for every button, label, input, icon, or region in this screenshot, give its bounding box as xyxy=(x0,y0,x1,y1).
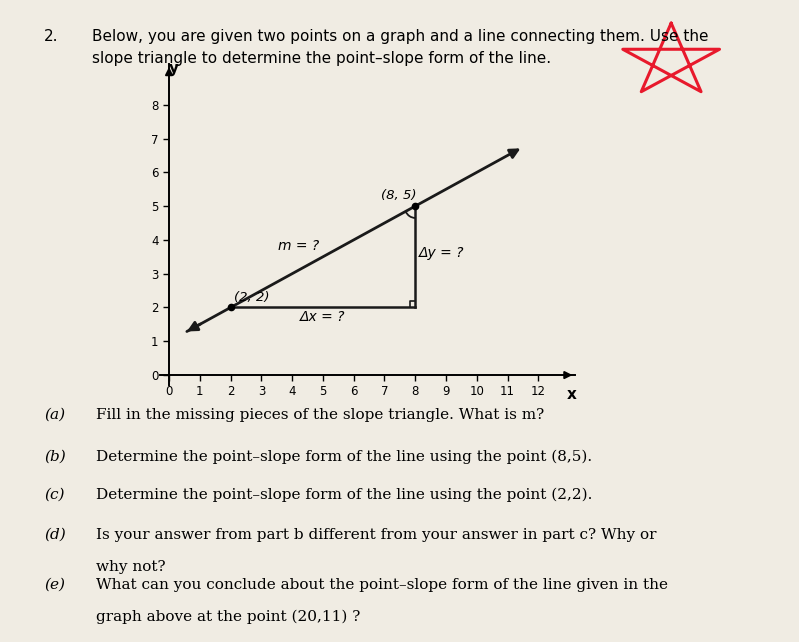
Text: Δx = ?: Δx = ? xyxy=(300,310,346,324)
Text: (a): (a) xyxy=(44,408,65,422)
Text: Determine the point–slope form of the line using the point (2,2).: Determine the point–slope form of the li… xyxy=(96,488,592,502)
Text: (e): (e) xyxy=(44,578,65,592)
Text: m = ?: m = ? xyxy=(278,239,319,253)
Text: (c): (c) xyxy=(44,488,65,502)
Text: y: y xyxy=(169,61,179,76)
Text: What can you conclude about the point–slope form of the line given in the: What can you conclude about the point–sl… xyxy=(96,578,668,592)
Text: graph above at the point (20,11) ?: graph above at the point (20,11) ? xyxy=(96,610,360,624)
Text: x: x xyxy=(567,387,577,402)
Text: Δy = ?: Δy = ? xyxy=(419,246,464,260)
Text: why not?: why not? xyxy=(96,560,165,574)
Text: Determine the point–slope form of the line using the point (8,5).: Determine the point–slope form of the li… xyxy=(96,449,592,464)
Text: (8, 5): (8, 5) xyxy=(381,189,417,202)
Text: Is your answer from part b different from your answer in part c? Why or: Is your answer from part b different fro… xyxy=(96,528,657,542)
Text: (2, 2): (2, 2) xyxy=(233,291,269,304)
Text: Below, you are given two points on a graph and a line connecting them. Use the: Below, you are given two points on a gra… xyxy=(92,29,709,44)
Text: slope triangle to determine the point–slope form of the line.: slope triangle to determine the point–sl… xyxy=(92,51,551,66)
Text: Fill in the missing pieces of the slope triangle. What is m?: Fill in the missing pieces of the slope … xyxy=(96,408,544,422)
Text: (d): (d) xyxy=(44,528,66,542)
Text: 2.: 2. xyxy=(44,29,58,44)
Text: (b): (b) xyxy=(44,449,66,464)
